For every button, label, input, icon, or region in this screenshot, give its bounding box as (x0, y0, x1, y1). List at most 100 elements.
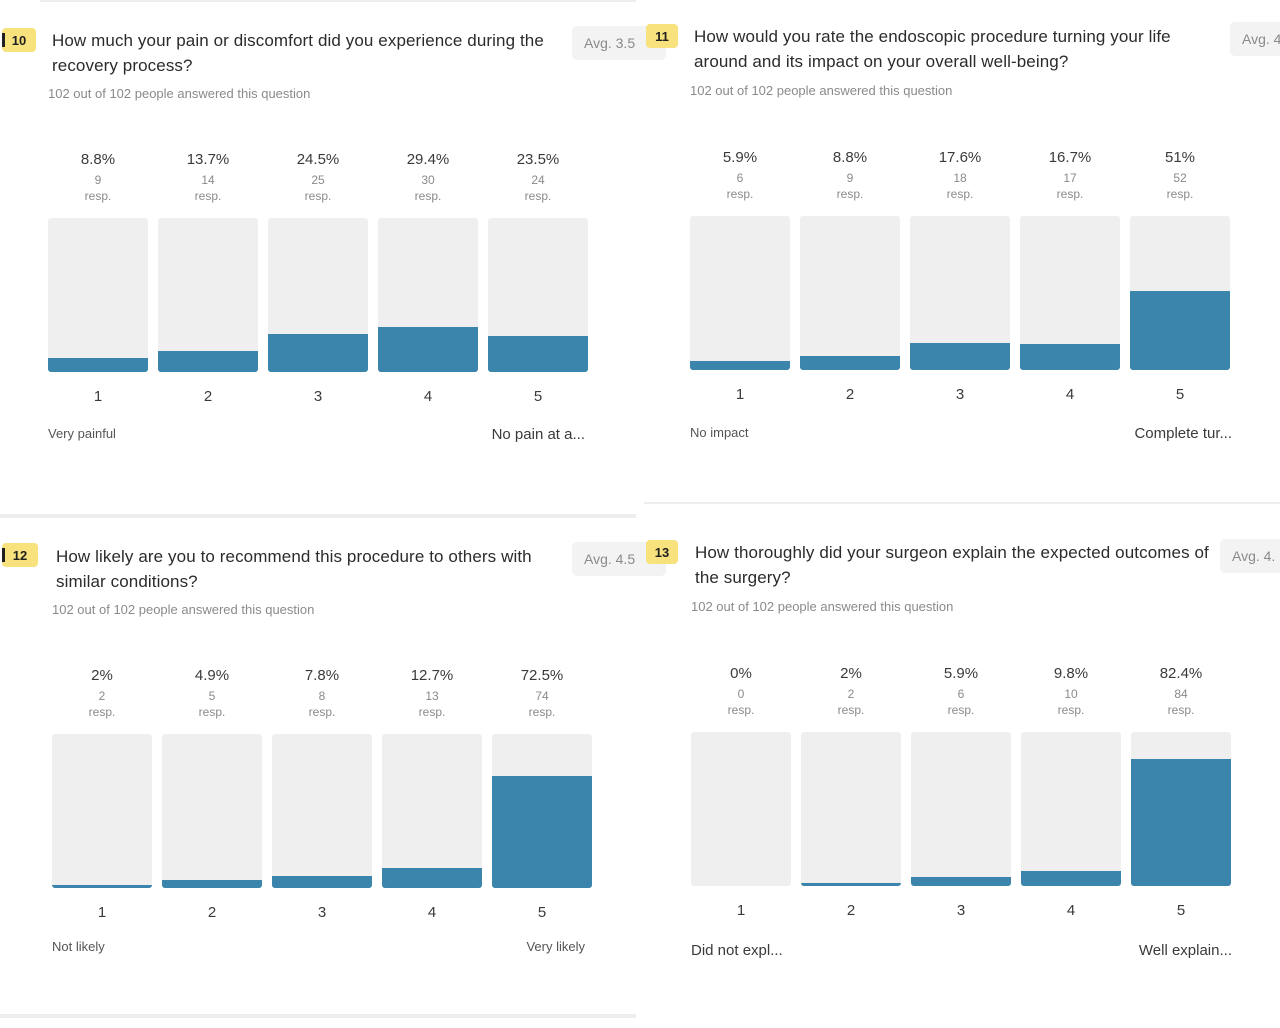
answered-count: 102 out of 102 people answered this ques… (52, 602, 315, 617)
bar-track[interactable] (492, 734, 592, 888)
average-text: Avg. 4. (1232, 548, 1276, 564)
bar-percent-label: 8.8% (80, 151, 116, 168)
bar-track[interactable] (268, 218, 368, 372)
bar-percent-label: 12.7% (410, 667, 454, 684)
bar-count-label: 0 (737, 687, 745, 701)
low-scale-label: Very painful (48, 426, 116, 441)
bar-percent-label: 17.6% (938, 149, 982, 166)
question-number: 11 (655, 28, 669, 44)
bar-track[interactable] (378, 218, 478, 372)
bar-fill (492, 776, 592, 888)
bar-count-unit: resp. (727, 703, 755, 717)
bar-track[interactable] (801, 732, 901, 886)
bar-count-label: 13 (425, 689, 439, 703)
high-scale-label: Very likely (526, 939, 585, 954)
bar-column: 5.9% 6 resp. 3 (911, 664, 1011, 919)
bar-percent-label: 72.5% (520, 667, 564, 684)
bar-count-unit: resp. (304, 189, 332, 203)
category-label: 1 (93, 388, 103, 405)
bar-track[interactable] (1020, 216, 1120, 370)
category-label: 2 (845, 386, 855, 403)
bar-track[interactable] (488, 218, 588, 372)
bar-column: 9.8% 10 resp. 4 (1021, 664, 1121, 919)
category-label: 1 (97, 904, 107, 921)
bar-count-unit: resp. (88, 705, 116, 719)
bar-fill (52, 884, 152, 888)
bar-track[interactable] (1131, 732, 1231, 886)
mid-divider-right (644, 502, 1280, 504)
category-label: 3 (955, 386, 965, 403)
bar-count-unit: resp. (194, 189, 222, 203)
bar-track[interactable] (272, 734, 372, 888)
bar-fill (690, 360, 790, 370)
category-label: 1 (735, 386, 745, 403)
bar-count-unit: resp. (837, 703, 865, 717)
bar-track[interactable] (691, 732, 791, 886)
bar-percent-label: 16.7% (1048, 149, 1092, 166)
bar-chart: 5.9% 6 resp. 1 8.8% 9 resp. 2 17.6% 18 resp. 3 16.7%… (690, 148, 1232, 448)
bar-count-label: 52 (1173, 171, 1187, 185)
bar-track[interactable] (48, 218, 148, 372)
bar-count-label: 74 (535, 689, 549, 703)
question-title: How much your pain or discomfort did you… (52, 31, 544, 75)
bar-track[interactable] (158, 218, 258, 372)
bar-column: 0% 0 resp. 1 (691, 664, 791, 919)
question-panel-13: 13 How thoroughly did your surgeon expla… (640, 504, 1280, 1014)
bar-track[interactable] (1130, 216, 1230, 370)
bar-track[interactable] (382, 734, 482, 888)
bar-track[interactable] (1021, 732, 1121, 886)
bar-count-label: 6 (736, 171, 744, 185)
bar-track[interactable] (800, 216, 900, 370)
bar-fill (48, 358, 148, 372)
question-panel-10: 10 How much your pain or discomfort did … (0, 0, 666, 510)
bar-percent-label: 9.8% (1053, 665, 1089, 682)
category-label: 2 (203, 388, 213, 405)
question-panel-11: 11 How would you rate the endoscopic pro… (640, 0, 1280, 510)
bar-fill (268, 334, 368, 372)
high-scale-label: No pain at a... (491, 426, 585, 443)
bar-percent-label: 4.9% (194, 667, 230, 684)
bar-count-label: 5 (208, 689, 216, 703)
bar-count-unit: resp. (1056, 187, 1084, 201)
bar-track[interactable] (911, 732, 1011, 886)
bar-fill (910, 342, 1010, 370)
bar-count-label: 8 (318, 689, 326, 703)
bar-column: 2% 2 resp. 2 (801, 664, 901, 919)
bar-percent-label: 2% (91, 667, 113, 684)
answered-count: 102 out of 102 people answered this ques… (690, 83, 953, 98)
high-scale-label: Well explain... (1138, 942, 1232, 959)
average-text: Avg. 3.5 (584, 35, 636, 51)
question-title: How thoroughly did your surgeon explain … (695, 543, 1209, 587)
category-label: 3 (317, 904, 327, 921)
bar-count-label: 30 (421, 173, 435, 187)
average-badge[interactable]: Avg. 4. (1230, 22, 1280, 56)
bar-fill (162, 880, 262, 888)
question-title: How likely are you to recommend this pro… (56, 547, 532, 591)
bar-count-label: 6 (957, 687, 965, 701)
category-label: 4 (1066, 902, 1076, 919)
bar-track[interactable] (690, 216, 790, 370)
category-label: 4 (1065, 386, 1075, 403)
answered-count: 102 out of 102 people answered this ques… (691, 599, 954, 614)
bottom-divider-left (0, 1014, 636, 1018)
question-number-badge: 12 (2, 543, 38, 567)
bar-track[interactable] (910, 216, 1010, 370)
bar-count-label: 9 (846, 171, 854, 185)
bar-chart: 2% 2 resp. 1 4.9% 5 resp. 2 7.8% 8 resp. 3 12.7% 13 re… (52, 666, 592, 966)
bar-percent-label: 51% (1164, 149, 1196, 166)
bar-count-label: 10 (1064, 687, 1078, 701)
question-title: How would you rate the endoscopic proced… (694, 27, 1171, 71)
bar-count-unit: resp. (414, 189, 442, 203)
average-badge[interactable]: Avg. 4. (1220, 539, 1280, 573)
bar-percent-label: 24.5% (296, 151, 340, 168)
bar-count-unit: resp. (1166, 187, 1194, 201)
bar-percent-label: 7.8% (304, 667, 340, 684)
bar-fill (1130, 291, 1230, 370)
bar-track[interactable] (52, 734, 152, 888)
bar-count-unit: resp. (947, 703, 975, 717)
bar-track[interactable] (162, 734, 262, 888)
bar-count-label: 9 (94, 173, 102, 187)
category-label: 5 (1176, 902, 1186, 919)
bar-count-label: 25 (311, 173, 325, 187)
bar-count-unit: resp. (308, 705, 336, 719)
